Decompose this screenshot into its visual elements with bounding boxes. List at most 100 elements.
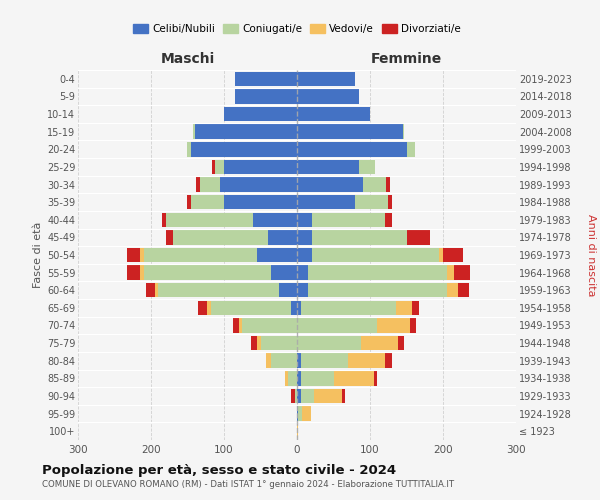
Bar	[291, 388, 295, 403]
Bar	[260, 336, 297, 350]
Bar	[297, 336, 361, 350]
Bar	[314, 388, 341, 403]
Bar	[207, 300, 211, 315]
Bar	[297, 354, 301, 368]
Bar	[146, 283, 155, 298]
Bar	[301, 300, 395, 315]
Bar	[385, 212, 392, 227]
Bar	[251, 336, 257, 350]
Bar	[311, 248, 439, 262]
Bar	[224, 195, 297, 210]
Bar	[295, 388, 297, 403]
Bar	[211, 300, 291, 315]
Bar	[239, 318, 242, 332]
Bar	[301, 371, 334, 386]
Bar	[297, 72, 355, 86]
Bar	[297, 266, 308, 280]
Bar	[297, 371, 301, 386]
Bar	[410, 318, 416, 332]
Bar	[377, 318, 410, 332]
Bar	[355, 195, 388, 210]
Bar	[288, 371, 297, 386]
Bar	[398, 336, 404, 350]
Text: COMUNE DI OLEVANO ROMANO (RM) - Dati ISTAT 1° gennaio 2024 - Elaborazione TUTTIT: COMUNE DI OLEVANO ROMANO (RM) - Dati IST…	[42, 480, 454, 489]
Bar	[195, 124, 297, 139]
Bar	[362, 178, 386, 192]
Bar	[458, 283, 469, 298]
Bar	[297, 212, 311, 227]
Bar	[297, 142, 407, 156]
Bar	[308, 283, 446, 298]
Bar	[297, 178, 362, 192]
Bar	[301, 388, 314, 403]
Bar	[443, 248, 463, 262]
Bar	[257, 336, 260, 350]
Bar	[439, 248, 443, 262]
Bar	[361, 336, 398, 350]
Bar	[257, 248, 297, 262]
Bar	[144, 266, 271, 280]
Bar	[374, 371, 377, 386]
Bar	[187, 142, 191, 156]
Bar	[454, 266, 470, 280]
Bar	[155, 283, 158, 298]
Bar	[388, 195, 392, 210]
Bar	[297, 107, 370, 122]
Bar	[334, 371, 374, 386]
Bar	[297, 300, 301, 315]
Bar	[297, 406, 298, 421]
Bar	[233, 318, 239, 332]
Bar	[297, 283, 308, 298]
Bar	[140, 248, 144, 262]
Bar	[187, 195, 191, 210]
Bar	[297, 424, 298, 438]
Bar	[166, 212, 253, 227]
Bar	[200, 178, 220, 192]
Y-axis label: Fasce di età: Fasce di età	[32, 222, 43, 288]
Bar	[215, 160, 224, 174]
Bar	[297, 195, 355, 210]
Bar	[224, 107, 297, 122]
Bar	[446, 266, 454, 280]
Bar	[144, 248, 257, 262]
Bar	[193, 124, 195, 139]
Bar	[158, 283, 279, 298]
Bar	[412, 300, 419, 315]
Bar	[166, 230, 173, 244]
Bar	[127, 248, 140, 262]
Bar	[297, 388, 301, 403]
Bar	[385, 354, 392, 368]
Bar	[212, 160, 215, 174]
Bar	[341, 388, 345, 403]
Bar	[348, 354, 385, 368]
Bar	[386, 178, 390, 192]
Bar	[446, 283, 458, 298]
Bar	[253, 212, 297, 227]
Bar	[297, 230, 311, 244]
Text: Maschi: Maschi	[160, 52, 215, 66]
Bar	[403, 124, 404, 139]
Bar	[279, 283, 297, 298]
Text: Femmine: Femmine	[371, 52, 442, 66]
Bar	[191, 195, 224, 210]
Bar	[220, 178, 297, 192]
Bar	[297, 248, 311, 262]
Bar	[298, 406, 302, 421]
Y-axis label: Anni di nascita: Anni di nascita	[586, 214, 596, 296]
Bar	[162, 212, 166, 227]
Bar	[235, 89, 297, 104]
Bar	[268, 230, 297, 244]
Bar	[297, 160, 359, 174]
Bar	[224, 160, 297, 174]
Text: Popolazione per età, sesso e stato civile - 2024: Popolazione per età, sesso e stato civil…	[42, 464, 396, 477]
Bar	[291, 300, 297, 315]
Bar	[140, 266, 144, 280]
Bar	[359, 160, 375, 174]
Bar	[301, 354, 348, 368]
Bar	[191, 142, 297, 156]
Bar	[395, 300, 412, 315]
Bar	[302, 406, 311, 421]
Bar	[308, 266, 446, 280]
Bar	[242, 318, 297, 332]
Bar	[297, 89, 359, 104]
